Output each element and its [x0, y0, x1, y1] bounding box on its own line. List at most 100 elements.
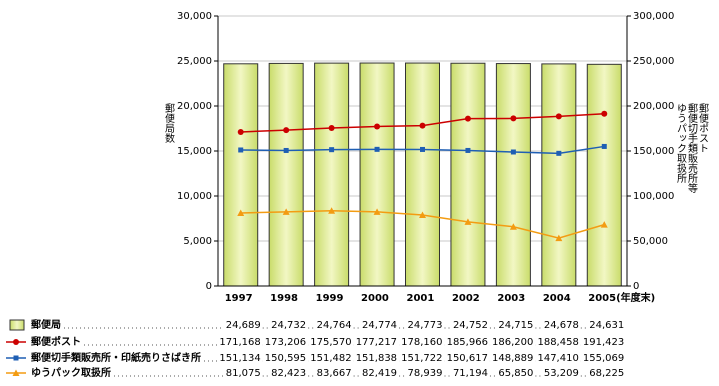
y2-tick-label: 200,000: [633, 101, 674, 112]
point: [464, 218, 472, 225]
value-label: 24,732: [271, 320, 306, 331]
bar: [268, 62, 304, 287]
y-tick-label: 15,000: [177, 146, 212, 157]
value-label: 178,160: [401, 337, 442, 348]
value-label: 78,939: [408, 368, 443, 379]
y2-tick-label: 150,000: [633, 146, 674, 157]
point: [555, 113, 562, 120]
bar: [450, 62, 486, 287]
value-label: 24,631: [589, 320, 624, 331]
y2-tick-label: 100,000: [633, 191, 674, 202]
value-label: 65,850: [498, 368, 533, 379]
value-label: 155,069: [583, 353, 624, 364]
point: [328, 207, 336, 214]
point: [465, 147, 471, 153]
y-tick-label: 20,000: [177, 101, 212, 112]
point: [420, 146, 425, 152]
value-label: 82,423: [271, 368, 306, 379]
bar: [359, 62, 395, 287]
y2-tick-label: 250,000: [633, 56, 674, 67]
value-label: 24,774: [362, 320, 397, 331]
y-tick-label: 25,000: [177, 56, 212, 67]
x-tick-label: 2002: [452, 293, 480, 304]
point: [509, 223, 517, 230]
legend-label: 郵便局: [31, 318, 61, 331]
point: [12, 369, 20, 376]
point: [373, 208, 381, 215]
x-tick-label: 2003: [497, 293, 525, 304]
bar: [314, 62, 350, 287]
y-tick-label: 30,000: [177, 11, 212, 22]
point: [601, 143, 607, 149]
point: [237, 209, 245, 217]
point: [556, 150, 562, 156]
x-tick-label: 2005(年度末): [588, 291, 655, 304]
value-label: 177,217: [356, 337, 397, 348]
point: [237, 128, 244, 135]
point: [601, 110, 608, 117]
point: [510, 149, 516, 155]
point: [419, 122, 426, 129]
point: [328, 124, 335, 131]
value-label: 81,075: [226, 368, 261, 379]
y-axis-label: 郵便局数: [163, 103, 175, 144]
point: [13, 339, 19, 345]
point: [374, 123, 381, 130]
value-label: 24,773: [408, 320, 443, 331]
value-label: 175,570: [310, 337, 351, 348]
point: [600, 221, 608, 228]
bar: [405, 62, 440, 287]
point: [329, 147, 335, 153]
point: [419, 211, 426, 218]
x-tick-label: 2004: [543, 293, 571, 304]
value-label: 151,134: [219, 353, 260, 364]
point: [282, 208, 290, 215]
value-label: 150,617: [447, 353, 488, 364]
value-label: 24,752: [453, 320, 488, 331]
value-label: 24,715: [498, 320, 533, 331]
y2-axis-label: 郵便切手類販売所等: [686, 103, 698, 193]
point: [13, 355, 19, 361]
y2-tick-label: 50,000: [633, 236, 668, 247]
y-tick-label: 0: [206, 281, 212, 292]
value-label: 148,889: [492, 353, 533, 364]
x-tick-label: 2001: [407, 293, 435, 304]
bar: [541, 63, 577, 287]
value-label: 151,838: [356, 353, 397, 364]
x-tick-label: 1997: [225, 293, 253, 304]
legend-swatch: [9, 319, 25, 331]
bar: [495, 63, 531, 287]
point: [283, 127, 290, 134]
y2-tick-label: 0: [633, 281, 639, 292]
value-label: 68,225: [589, 368, 624, 379]
y-tick-label: 5,000: [183, 236, 212, 247]
bar: [223, 63, 259, 287]
point: [374, 146, 380, 152]
y2-tick-label: 300,000: [633, 11, 674, 22]
value-label: 24,678: [544, 320, 579, 331]
value-label: 151,722: [401, 353, 442, 364]
value-label: 24,689: [226, 320, 261, 331]
value-label: 185,966: [447, 337, 488, 348]
bar: [586, 63, 622, 287]
legend-label: ゆうパック取扱所: [31, 366, 111, 379]
value-label: 71,194: [453, 368, 488, 379]
value-label: 186,200: [492, 337, 533, 348]
value-label: 82,419: [362, 368, 397, 379]
value-label: 53,209: [544, 368, 579, 379]
point: [283, 147, 289, 153]
value-label: 171,168: [219, 337, 260, 348]
value-label: 173,206: [265, 337, 306, 348]
value-label: 150,595: [265, 353, 306, 364]
point: [464, 115, 471, 122]
x-tick-label: 1998: [270, 293, 298, 304]
value-label: 151,482: [310, 353, 351, 364]
legend-label: 郵便切手類販売所・印紙売りさばき所: [31, 351, 201, 364]
y2-axis-label: ゆうパック取扱所: [675, 103, 687, 184]
point: [238, 147, 244, 153]
value-label: 24,764: [317, 320, 352, 331]
y-tick-label: 10,000: [177, 191, 212, 202]
y2-axis-label: 郵便ポスト: [697, 103, 709, 153]
value-label: 147,410: [537, 353, 578, 364]
